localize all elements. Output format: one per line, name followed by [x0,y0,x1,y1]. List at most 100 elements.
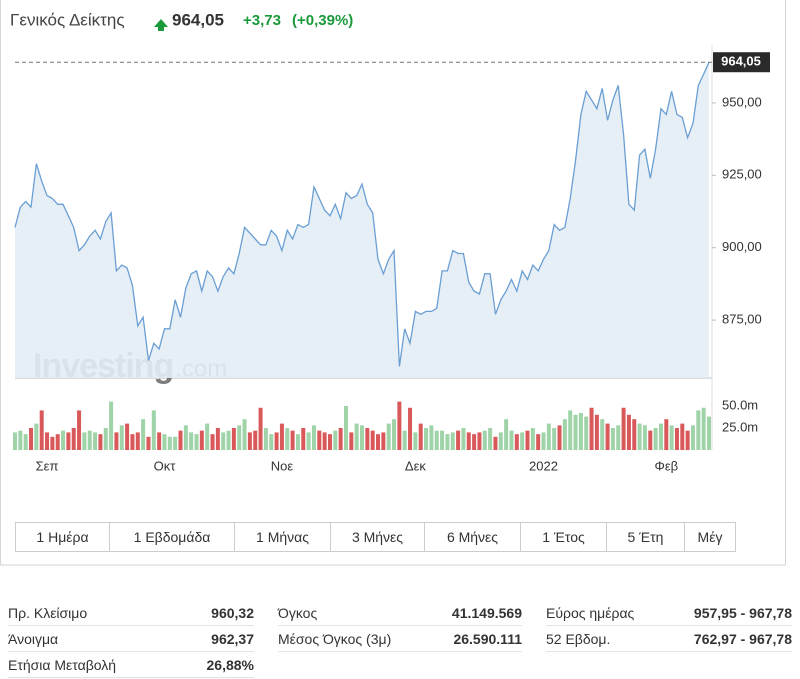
volume-bar [514,434,519,450]
x-tick-label: 2022 [529,458,558,473]
volume-tick-label: 50.0m [722,397,758,412]
volume-bar [493,436,498,450]
volume-bar [135,432,140,450]
volume-bar [285,428,290,450]
index-change: +3,73 [243,12,281,29]
chart: Γενικός Δείκτης 964,05 +3,73 (+0,39%) In… [0,0,786,566]
volume-bar [29,428,34,450]
volume-bar [685,430,690,450]
volume-bar [429,425,434,450]
volume-bar [210,434,215,450]
volume-bar [237,425,242,450]
volume-bar [194,434,199,450]
up-arrow [154,19,168,31]
volume-bar [125,423,130,450]
range-button[interactable]: 1 Εβδομάδα [110,523,235,551]
volume-bar [45,432,50,450]
volume-bar [360,425,364,450]
volume-bar [61,430,66,450]
range-button[interactable]: 5 Έτη [607,523,685,551]
stats-row: Εύρος ημέρας 957,95 - 967,78 [546,600,792,626]
volume-bar [290,430,295,450]
volume-bar [82,432,87,450]
volume-bar [562,419,567,450]
stat-value: 26,88% [206,656,254,673]
volume-bar [370,430,375,450]
volume-bar [707,416,711,450]
volume-bar [327,434,332,450]
volume-bar [573,414,578,450]
volume-bar [376,434,381,450]
last-price-tag [713,52,770,73]
range-button[interactable]: 1 Μήνας [235,523,331,551]
volume-bar [114,432,119,450]
x-tick-label: Φεβ [654,458,678,473]
last-price-label: 964,05 [721,54,761,69]
volume-bar [381,432,386,450]
volume-bar [253,430,258,450]
volume-bar [450,432,455,450]
volume-bar [55,434,60,450]
volume-bar [119,425,124,450]
volume-bar [520,432,525,450]
volume-bar [274,432,279,450]
volume-bar [477,432,482,450]
range-button[interactable]: 1 Ημέρα [16,523,110,551]
volume-bar [472,434,477,450]
volume-bar [263,428,268,450]
volume-bar [546,423,551,450]
x-tick-label: Νοε [271,458,294,473]
volume-bar [440,430,445,450]
volume-bar [589,407,594,450]
range-button[interactable]: Μέγ [697,529,723,545]
stats-row: Πρ. Κλείσιμο 960,32 [8,600,254,626]
range-button[interactable]: 6 Μήνες [425,523,521,551]
volume-bar [343,406,348,450]
chart-frame [0,0,786,566]
volume-bar [141,419,146,450]
volume-bar [610,428,615,450]
volume-bar [189,432,194,450]
volume-bar [295,434,300,450]
volume-bar [408,407,413,450]
volume-bar [130,434,135,450]
volume-bar [632,419,637,450]
stat-label: Μέσος Όγκος (3μ) [278,630,392,647]
y-tick-label: 875,00 [722,312,762,327]
range-button[interactable]: 1 Έτος [521,523,607,551]
volume-bar [680,423,685,450]
stats-column: Όγκος 41.149.569 Μέσος Όγκος (3μ) 26.590.11… [278,600,522,652]
volume-bar [183,425,188,450]
volume-bar [552,428,557,450]
volume-bar [146,436,151,450]
volume-bar [50,436,55,450]
stats-column: Εύρος ημέρας 957,95 - 967,78 52 Εβδομ. 762,… [546,600,792,652]
volume-bar [386,423,391,450]
stat-value: 960,32 [211,604,254,621]
volume-bar [23,434,28,450]
volume-bar [701,407,706,450]
volume-bar [488,428,493,450]
stat-value: 26.590.111 [453,630,522,647]
stats-row: Ετήσια Μεταβολή 26,88% [8,652,254,678]
volume-bar [674,428,679,450]
y-tick-label: 950,00 [722,94,762,109]
volume-bar [605,423,610,450]
range-button[interactable]: 3 Μήνες [331,523,425,551]
volume-bar [242,419,247,450]
volume-bar [621,407,626,450]
x-tick-label: Δεκ [405,458,426,473]
volume-bar [258,407,263,450]
volume-bar [157,432,162,450]
volume-bar [301,428,306,450]
volume-bar [642,425,647,450]
volume-bar [77,410,82,450]
stats-row: 52 Εβδομ. 762,97 - 967,78 [546,626,792,652]
volume-bar [93,432,98,450]
volume-bar [71,428,76,450]
volume-bar [637,423,642,450]
volume-bar [13,432,17,450]
y-tick-label: 925,00 [722,167,762,182]
stat-label: Πρ. Κλείσιμο [8,604,88,621]
